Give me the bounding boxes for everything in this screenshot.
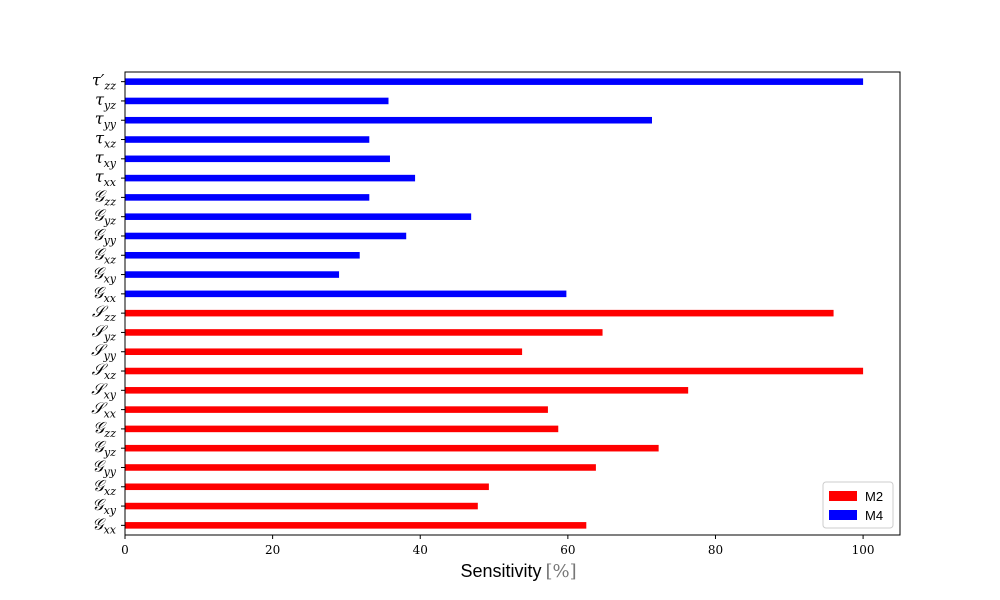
legend-swatch-m4 xyxy=(829,510,857,520)
y-tick-label: 𝒮yy xyxy=(91,341,117,363)
y-tick-label: 𝒢xx xyxy=(92,283,117,305)
y-tick-label: 𝒮xy xyxy=(91,379,117,401)
plot-frame xyxy=(124,71,901,536)
x-axis-ticks: 0 20 40 60 80 100 xyxy=(121,535,875,557)
y-tick-label: 𝒢yz xyxy=(93,437,117,459)
y-tick-label: 𝒢zz xyxy=(93,418,116,440)
bar-m2-1 xyxy=(125,502,478,510)
x-tick-label: 40 xyxy=(413,543,428,557)
y-tick-label: 𝒮yz xyxy=(92,321,117,343)
legend-swatch-m2 xyxy=(829,491,857,501)
y-tick-label: 𝒢xx xyxy=(92,514,117,536)
y-tick-label: τxx xyxy=(95,167,117,189)
y-tick-label: 𝒮xz xyxy=(92,360,117,382)
y-tick-label: τxz xyxy=(95,129,116,151)
x-tick-label: 0 xyxy=(121,543,129,557)
bar-m4-13 xyxy=(125,271,340,278)
y-tick-label: τ′zz xyxy=(92,71,116,93)
y-tick-label: 𝒮xx xyxy=(91,399,117,421)
bar-m2-10 xyxy=(125,329,603,336)
bar-m4-14 xyxy=(125,251,360,259)
bar-m4-20 xyxy=(125,136,370,143)
y-tick-label: 𝒢xy xyxy=(92,264,117,286)
legend-label-m4: M4 xyxy=(865,508,883,523)
bar-m2-4 xyxy=(125,444,659,452)
y-tick-label: 𝒢xz xyxy=(93,244,117,266)
bar-m4-18 xyxy=(125,174,416,182)
x-tick-label: 20 xyxy=(265,543,280,557)
y-tick-label: 𝒢xz xyxy=(93,476,117,498)
y-tick-label: 𝒢yz xyxy=(93,206,117,228)
bar-m2-5 xyxy=(125,425,559,433)
y-tick-label: τyz xyxy=(95,90,116,112)
x-axis-label: Sensitivity xyxy=(460,561,541,581)
bar-m2-7 xyxy=(125,387,689,394)
bar-m4-15 xyxy=(125,232,407,240)
bar-m2-8 xyxy=(125,367,864,375)
y-tick-label: τxy xyxy=(95,148,117,170)
y-tick-label: τyy xyxy=(95,109,117,131)
bar-m4-17 xyxy=(125,194,370,201)
bar-m2-11 xyxy=(125,309,834,317)
bar-m2-9 xyxy=(125,348,523,356)
y-tick-label: 𝒢xy xyxy=(92,495,117,517)
bar-m4-16 xyxy=(125,213,472,220)
bar-m2-6 xyxy=(125,406,548,413)
bar-m4-12 xyxy=(125,290,567,298)
x-tick-label: 60 xyxy=(560,543,575,557)
y-tick-label: 𝒢yy xyxy=(92,456,117,478)
bar-m4-19 xyxy=(125,155,390,163)
bar-m4-23 xyxy=(125,78,864,85)
bar-m4-21 xyxy=(125,116,652,124)
bar-m2-3 xyxy=(125,464,596,471)
legend-label-m2: M2 xyxy=(865,489,883,504)
y-axis-ticks: 𝒢xx𝒢xy𝒢xz𝒢yy𝒢yz𝒢zz𝒮xx𝒮xy𝒮xz𝒮yy𝒮yz𝒮zz𝒢xx𝒢… xyxy=(91,71,125,536)
bar-m4-22 xyxy=(125,97,389,105)
y-tick-label: 𝒮zz xyxy=(92,302,116,324)
bar-m2-2 xyxy=(125,483,489,491)
y-tick-label: 𝒢yy xyxy=(92,225,117,247)
y-tick-label: 𝒢zz xyxy=(93,186,116,208)
bar-m2-0 xyxy=(125,522,587,529)
x-axis-unit: [%] xyxy=(546,561,577,582)
x-tick-label: 100 xyxy=(852,543,875,557)
x-tick-label: 80 xyxy=(708,543,723,557)
bars-layer xyxy=(125,78,864,529)
